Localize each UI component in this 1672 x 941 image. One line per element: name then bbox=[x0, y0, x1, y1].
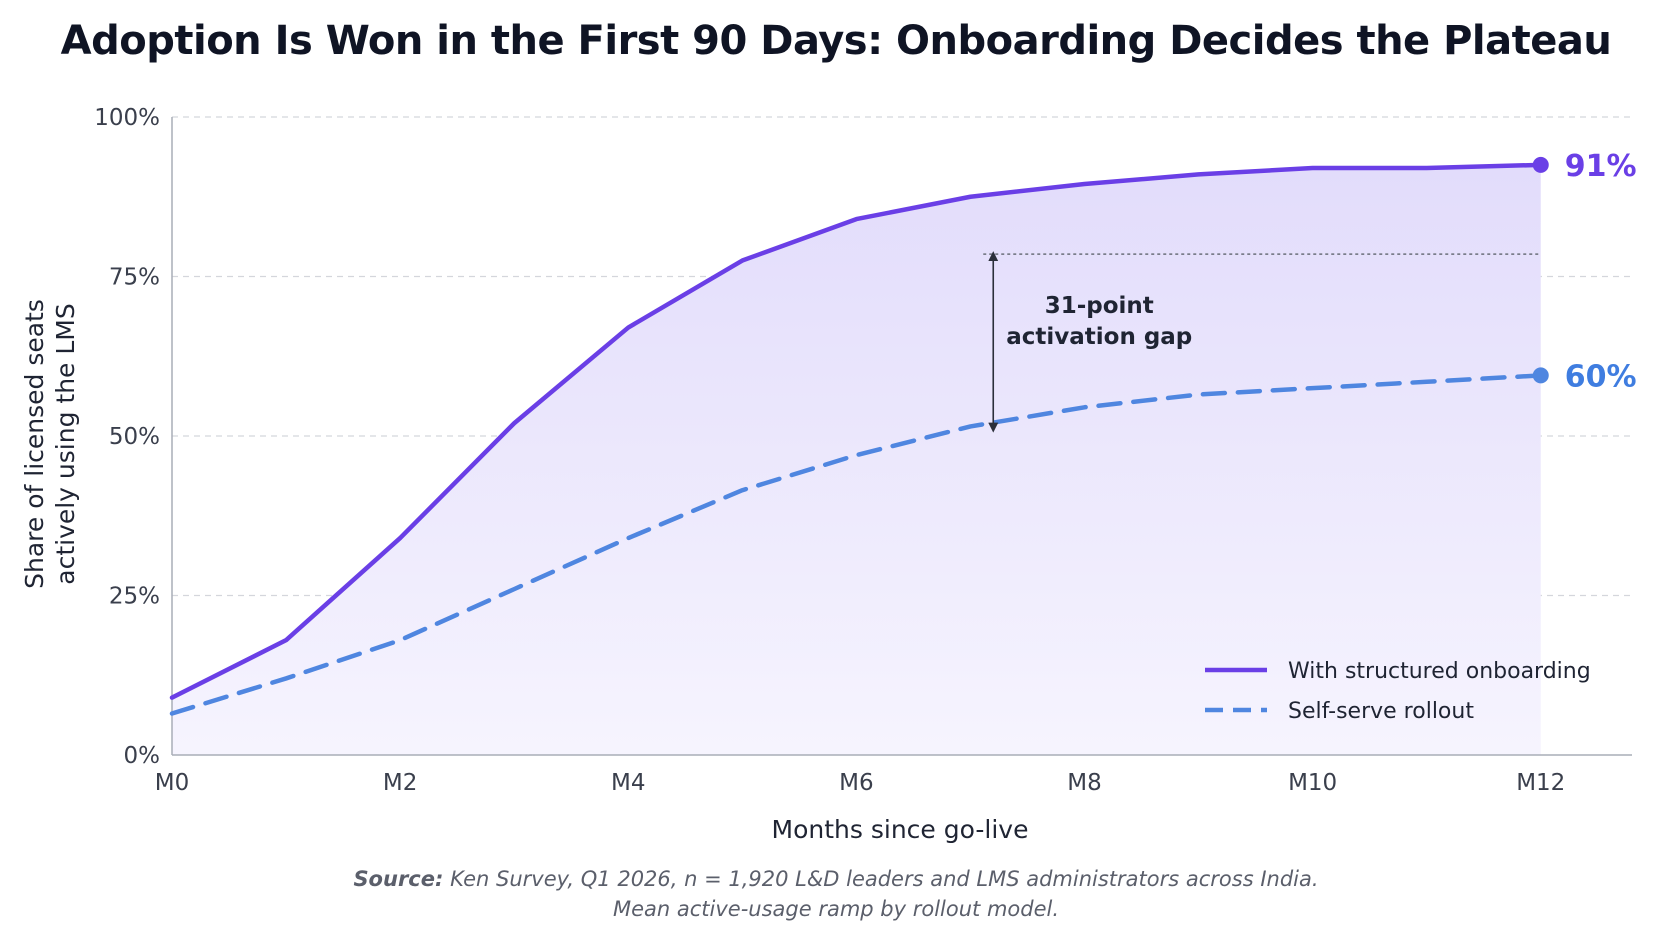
x-tick-label: M10 bbox=[1288, 770, 1337, 796]
y-tick-label: 25% bbox=[109, 584, 160, 610]
x-tick-label: M2 bbox=[383, 770, 417, 796]
series-lines: 91% 60% bbox=[169, 149, 1637, 716]
y-axis-title-line-1: Share of licensed seats bbox=[20, 299, 49, 589]
axis-labels: Months since go-live Share of licensed se… bbox=[20, 299, 1028, 844]
legend-label: With structured onboarding bbox=[1288, 659, 1591, 684]
gap-annotation: 31-point activation gap bbox=[983, 251, 1541, 433]
series-line bbox=[169, 373, 1543, 716]
x-tick-label: M6 bbox=[839, 770, 873, 796]
source-label: Source: bbox=[353, 867, 444, 891]
series-end-label: 60% bbox=[1565, 359, 1637, 394]
chart-title: Adoption Is Won in the First 90 Days: On… bbox=[60, 18, 1612, 64]
source-line-2: Mean active-usage ramp by rollout model. bbox=[612, 897, 1060, 921]
area-fill bbox=[172, 164, 1541, 756]
y-tick-label: 0% bbox=[124, 743, 161, 769]
x-tick-label: M4 bbox=[611, 770, 645, 796]
source-note: Source: Ken Survey, Q1 2026, n = 1,920 L… bbox=[0, 864, 1672, 924]
series-end-marker bbox=[1532, 156, 1549, 173]
y-tick-label: 50% bbox=[109, 424, 160, 450]
gap-label-line-2: activation gap bbox=[1006, 324, 1192, 350]
legend-label: Self-serve rollout bbox=[1288, 699, 1474, 724]
series-end-label: 91% bbox=[1565, 149, 1637, 184]
axes: 0% 25% 50% 75% 100% M0 M2 M4 M6 M8 M10 M12 bbox=[94, 105, 1632, 796]
x-tick-label: M8 bbox=[1067, 770, 1101, 796]
source-text: Ken Survey, Q1 2026, n = 1,920 L&D leade… bbox=[450, 867, 1319, 891]
y-tick-label: 100% bbox=[94, 105, 160, 131]
y-axis-title-line-2: actively using the LMS bbox=[51, 303, 80, 585]
x-axis-title: Months since go-live bbox=[772, 815, 1029, 844]
y-tick-label: 75% bbox=[109, 265, 160, 291]
series-end-marker bbox=[1532, 367, 1549, 384]
x-tick-label: M0 bbox=[155, 770, 189, 796]
x-tick-label: M12 bbox=[1516, 770, 1565, 796]
legend: With structured onboarding Self-serve rol… bbox=[1205, 659, 1591, 724]
source-line-1: Source: Ken Survey, Q1 2026, n = 1,920 L… bbox=[353, 867, 1318, 891]
onboarding-area-fill bbox=[172, 164, 1541, 756]
gap-label-line-1: 31-point bbox=[1045, 293, 1154, 319]
series-line bbox=[169, 162, 1543, 700]
